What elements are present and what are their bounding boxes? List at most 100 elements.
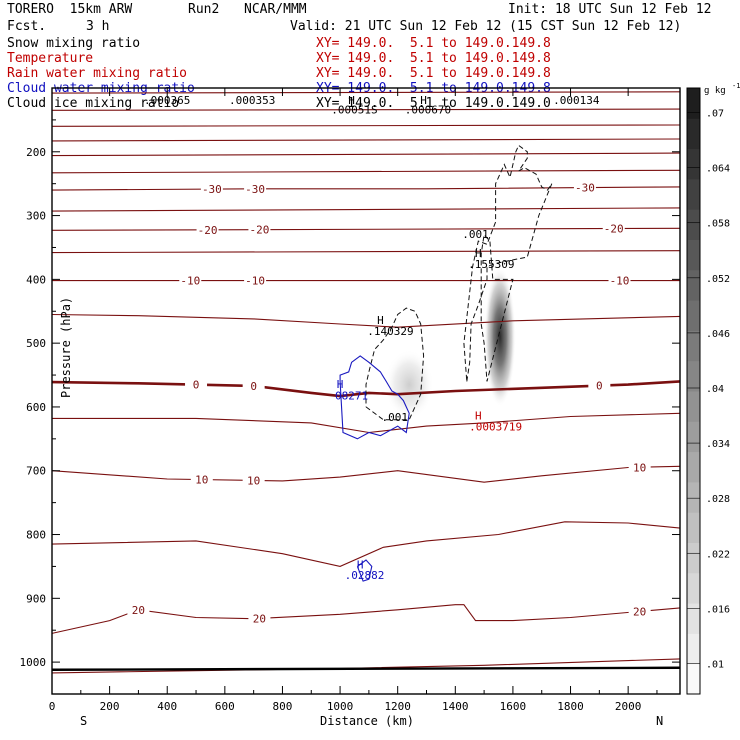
isotherm-label: 0 — [596, 380, 603, 393]
isotherm--5 — [51, 313, 681, 328]
isotherm-label-bg — [602, 222, 625, 235]
colorbar-cell — [687, 118, 700, 150]
high-marker: H — [475, 247, 482, 260]
colorbar-cell — [687, 300, 700, 331]
isotherm-label-bg — [248, 612, 271, 625]
high-marker: H — [348, 94, 355, 107]
extremum-value: .001 — [462, 228, 489, 241]
legend-cloud-water: Cloud water mixing ratio — [7, 81, 195, 96]
colorbar-cell — [687, 209, 700, 240]
x-tick-label: 800 — [273, 700, 293, 713]
x-tick-label: 1200 — [384, 700, 411, 713]
isotherm--20 — [51, 227, 681, 231]
colorbar-label: .046 — [706, 329, 730, 340]
colorbar-label: .064 — [706, 164, 730, 175]
isotherm--45 — [51, 108, 681, 111]
colorbar-label: .016 — [706, 604, 730, 615]
isotherm-label: 20 — [633, 605, 646, 618]
colorbar-cell — [687, 330, 700, 362]
isotherm-label: -10 — [180, 275, 200, 288]
isotherm--50 — [51, 91, 681, 94]
isotherm-label-bg — [190, 473, 213, 486]
y-tick-label: 600 — [26, 401, 46, 414]
legend-cloud-ice-xy: XY= 149.0. 5.1 to 149.0.149.0 — [316, 96, 551, 111]
isotherm-label: -30 — [202, 183, 222, 196]
x-tick-label: 1000 — [327, 700, 354, 713]
isotherm-label: 0 — [250, 380, 257, 393]
forecast-label: Fcst. — [7, 19, 47, 34]
snow-shading-cell-north — [484, 266, 516, 407]
legend-rain: Rain water mixing ratio — [7, 66, 188, 81]
colorbar-label: .028 — [706, 494, 730, 505]
extremum-value: .000365 — [144, 94, 190, 107]
isotherm-label: -30 — [245, 183, 265, 196]
y-tick-label: 500 — [26, 337, 46, 350]
model-title: TORERO 15km ARW — [7, 2, 133, 17]
isotherm-label: -10 — [245, 275, 265, 288]
colorbar-cell — [687, 572, 700, 604]
init-time: Init: 18 UTC Sun 12 Feb 12 — [508, 2, 712, 17]
legend-snow-xy: XY= 149.0. 5.1 to 149.0.149.8 — [316, 36, 551, 51]
isotherm-label-bg — [185, 378, 208, 391]
surface-line — [51, 666, 681, 671]
isotherm--40a — [51, 124, 681, 127]
isotherm-25 — [51, 658, 681, 674]
y-tick-label: 700 — [26, 465, 46, 478]
isotherm-label-bg — [200, 183, 223, 196]
colorbar-unit-exponent: -1 — [732, 82, 740, 90]
colorbar-cell — [687, 451, 700, 483]
colorbar-cell — [687, 360, 700, 392]
high-marker: H — [377, 314, 384, 327]
colorbar: .01 .016 .022 .028 .034 .04 .046 .052 .058 .064 .0… — [686, 87, 730, 695]
org-label: NCAR/MMM — [244, 2, 307, 17]
isotherm-label: 20 — [132, 604, 145, 617]
y-tick-label: 400 — [26, 273, 46, 286]
cloud-water-contour-1 — [356, 559, 373, 582]
colorbar-label: .034 — [706, 439, 730, 450]
run-label: Run2 — [188, 2, 220, 17]
extremum-value: .00051S — [331, 104, 377, 117]
colorbar-label: .04 — [706, 384, 724, 395]
colorbar-label: .07 — [706, 109, 724, 120]
isotherm-label: -10 — [610, 275, 630, 288]
endpoint-south: S — [80, 714, 87, 728]
isotherm-label-bg — [242, 379, 265, 392]
colorbar-cell — [687, 481, 700, 513]
colorbar-cell — [687, 269, 700, 301]
extremum-value: .000353 — [229, 94, 275, 107]
legend-rain-xy: XY= 149.0. 5.1 to 149.0.149.8 — [316, 66, 551, 81]
colorbar-cell — [687, 391, 700, 422]
x-tick-label: 0 — [49, 700, 56, 713]
snow-contour-2 — [480, 233, 514, 382]
snow-contour-1 — [365, 307, 425, 421]
isotherm-label-bg — [179, 274, 202, 287]
colorbar-cell — [687, 633, 700, 665]
colorbar-label: .058 — [706, 219, 730, 230]
colorbar-cell — [687, 239, 700, 271]
isotherm-label: 0 — [193, 379, 200, 392]
x-tick-label: 2000 — [615, 700, 642, 713]
isotherm--40b — [51, 138, 681, 142]
isotherm-label-bg — [242, 474, 265, 487]
colorbar-label: .052 — [706, 274, 730, 285]
y-tick-label: 900 — [26, 592, 46, 605]
valid-time: Valid: 21 UTC Sun 12 Feb 12 (15 CST Sun … — [290, 19, 682, 34]
isotherm--35a — [51, 152, 681, 157]
isotherm-5 — [52, 412, 681, 434]
isotherm-label-bg — [196, 223, 219, 236]
isotherm--35b — [51, 169, 681, 174]
isotherm-label-bg — [244, 182, 267, 195]
forecast-value: 3 h — [86, 19, 110, 34]
extremum-value: .155309 — [468, 258, 514, 271]
colorbar-label: .022 — [706, 549, 730, 560]
legend-cloud-ice: Cloud ice mixing ratio — [7, 96, 180, 111]
isotherm-label-bg — [628, 605, 651, 618]
isotherm-label-bg — [127, 603, 150, 616]
extremum-value: .0003719 — [469, 421, 522, 434]
x-tick-label: 600 — [215, 700, 235, 713]
y-tick-label: 300 — [26, 210, 46, 223]
colorbar-cell — [687, 663, 700, 695]
isotherm-label: -20 — [198, 224, 218, 237]
isotherm-0 — [51, 380, 681, 398]
